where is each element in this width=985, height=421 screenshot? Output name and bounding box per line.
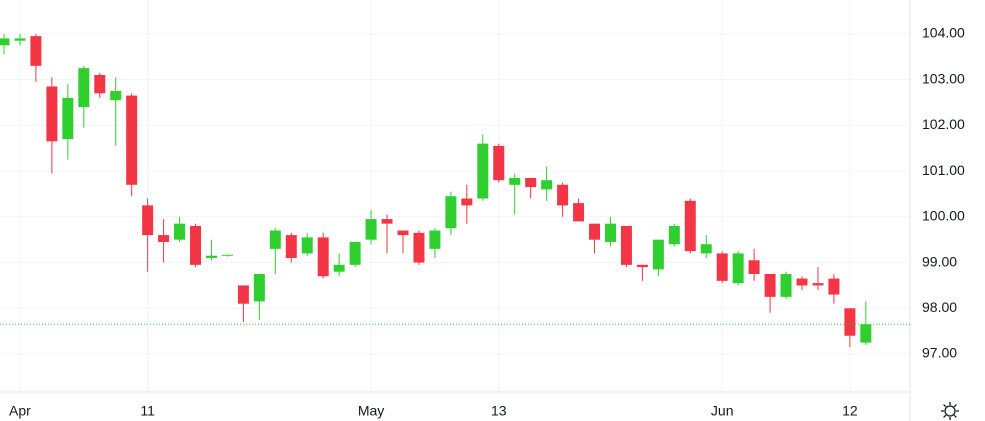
candle-body xyxy=(557,184,569,206)
candle-body xyxy=(205,255,217,258)
candle-body xyxy=(269,230,281,249)
candle-body xyxy=(429,230,441,249)
candle-body xyxy=(780,273,792,297)
candle-body xyxy=(301,237,313,254)
candles: Apr 11 May 13 Jun 12 xyxy=(0,33,910,419)
candle-body xyxy=(46,86,58,142)
candle-body xyxy=(0,38,10,46)
x-tick-label: Apr xyxy=(9,403,31,419)
candle-body xyxy=(285,235,297,258)
candle-body xyxy=(812,283,824,286)
candle-body xyxy=(796,278,808,286)
y-tick-label: 101.00 xyxy=(922,162,965,178)
candle-body xyxy=(158,235,170,242)
candle-body xyxy=(317,237,329,277)
candle-body xyxy=(684,200,696,252)
candle-body xyxy=(397,230,409,236)
y-tick-label: 97.00 xyxy=(922,345,957,361)
candle-body xyxy=(461,198,473,206)
candle-body xyxy=(349,241,361,265)
candle-body xyxy=(365,219,377,240)
x-tick-label: Jun xyxy=(711,403,734,419)
candle-body xyxy=(525,177,537,188)
candle-body xyxy=(126,95,138,185)
candle-body xyxy=(541,180,553,190)
y-tick-label: 99.00 xyxy=(922,253,957,269)
candle-body xyxy=(477,143,489,199)
settings-icon[interactable] xyxy=(941,402,959,420)
x-tick-label: 12 xyxy=(842,403,858,419)
y-tick-label: 98.00 xyxy=(922,299,957,315)
candle-body xyxy=(190,225,202,265)
candle-body xyxy=(381,219,393,224)
candle-body xyxy=(748,260,760,274)
candle-body xyxy=(237,285,249,304)
y-tick-label: 100.00 xyxy=(922,208,965,224)
candle-body xyxy=(333,264,345,272)
candle-body xyxy=(253,273,265,302)
candle-body xyxy=(94,75,106,94)
candle-body xyxy=(142,205,154,236)
candle-body xyxy=(573,203,585,222)
candle-body xyxy=(700,244,712,254)
y-tick-label: 104.00 xyxy=(922,25,965,41)
candle-body xyxy=(78,68,90,108)
candle-body xyxy=(14,38,26,41)
candle-body xyxy=(764,273,776,297)
y-tick-label: 102.00 xyxy=(922,116,965,132)
candle-body xyxy=(732,253,744,284)
candle-body xyxy=(828,278,840,295)
candle-body xyxy=(604,223,616,242)
candle-body xyxy=(221,254,233,256)
candle-body xyxy=(30,36,42,66)
x-tick-label: 11 xyxy=(140,403,155,419)
candle-body xyxy=(860,324,872,343)
gear-teeth xyxy=(941,402,959,420)
candle-body xyxy=(620,225,632,265)
candle-body xyxy=(636,264,648,268)
x-tick-label: May xyxy=(358,403,384,419)
candle-body xyxy=(445,196,457,229)
candle-body xyxy=(652,239,664,270)
candle-body xyxy=(413,232,425,263)
candle-body xyxy=(716,253,728,281)
candle-body xyxy=(844,308,856,336)
candle-body xyxy=(509,177,521,185)
x-tick-label: 13 xyxy=(491,403,507,419)
candle-body xyxy=(62,97,74,140)
candle-body xyxy=(174,223,186,240)
gear-ring xyxy=(944,405,956,417)
y-tick-label: 103.00 xyxy=(922,70,965,86)
candle-body xyxy=(493,145,505,181)
candle-body xyxy=(668,225,680,245)
candle-body xyxy=(110,91,122,101)
candle-body xyxy=(589,223,601,240)
